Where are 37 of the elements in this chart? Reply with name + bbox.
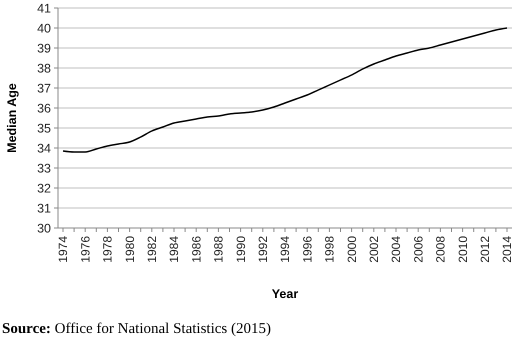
line-series	[62, 27, 508, 153]
x-tick-label: 2000	[344, 236, 359, 263]
x-tick-label: 1984	[167, 236, 182, 263]
x-tick-label: 1992	[256, 236, 270, 263]
y-tick-label: 36	[37, 101, 52, 116]
x-tick-label: 1990	[234, 236, 248, 263]
x-axis-title: Year	[272, 287, 298, 301]
x-tick-label: 2012	[478, 236, 492, 263]
y-tick-label: 34	[37, 141, 52, 156]
x-tick-label: 1978	[100, 236, 115, 263]
y-tick-label: 39	[37, 41, 52, 56]
y-tick-label: 38	[37, 61, 52, 76]
x-tick-label: 2006	[411, 236, 426, 263]
y-axis-title: Median Age	[5, 83, 19, 153]
x-tick-label: 1982	[145, 236, 159, 263]
x-tick-label: 1986	[189, 236, 204, 263]
x-tick-label: 1974	[56, 236, 70, 263]
x-tick-label: 1998	[322, 236, 337, 263]
y-tick-label: 30	[37, 221, 52, 236]
x-tick-label: 1994	[278, 236, 292, 263]
x-tick-label: 1980	[122, 236, 137, 263]
x-tick-label: 1976	[78, 236, 92, 263]
x-tick-label: 1996	[300, 236, 314, 263]
y-tick-label: 31	[37, 201, 52, 216]
y-tick-label: 41	[37, 1, 52, 16]
y-tick-label: 37	[37, 81, 52, 96]
y-tick-label: 32	[37, 181, 52, 196]
x-tick-label: 2008	[434, 236, 448, 263]
source-note: Source: Office for National Statistics (2015)	[2, 321, 271, 337]
y-tick-label: 40	[37, 21, 52, 36]
x-tick-label: 2002	[367, 236, 381, 263]
x-tick-label: 1988	[212, 236, 226, 263]
x-tick-label: 2004	[389, 236, 404, 263]
y-tick-label: 35	[37, 121, 52, 136]
y-tick-label: 33	[37, 161, 52, 176]
x-tick-label: 2014	[500, 236, 514, 263]
x-tick-label: 2010	[456, 236, 470, 263]
